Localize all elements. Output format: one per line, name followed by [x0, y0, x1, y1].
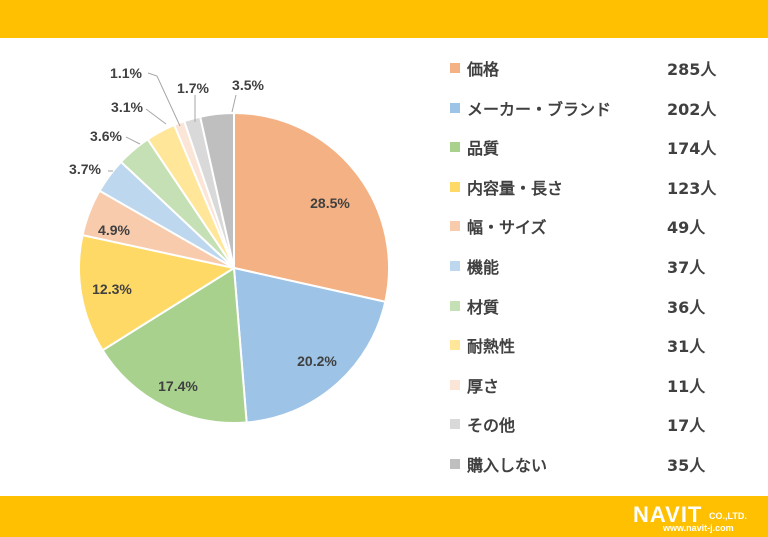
legend-item: メーカー・ブランド 202人 — [440, 91, 740, 131]
leader-line — [147, 72, 181, 127]
pie-slice — [233, 111, 390, 304]
legend-swatch — [450, 181, 460, 192]
leader-line — [145, 108, 167, 125]
legend-count: 174人 — [667, 139, 717, 159]
legend-swatch — [450, 221, 460, 232]
slice-percent-label: 12.3% — [92, 281, 132, 297]
legend-count: 36人 — [667, 297, 706, 317]
legend-count: 37人 — [667, 257, 706, 277]
legend-count: 285人 — [667, 60, 717, 79]
slice-percent-label: 4.9% — [98, 222, 130, 238]
logo-suffix: CO.,LTD. — [709, 511, 747, 521]
legend-item: 幅・サイズ 49人 — [440, 209, 740, 249]
legend-item: 材質 36人 — [440, 289, 740, 329]
bottom-accent-band — [0, 496, 768, 537]
legend-label: メーカー・ブランド — [467, 99, 612, 119]
legend-swatch — [450, 419, 460, 430]
legend-swatch — [450, 379, 460, 390]
pie-slice — [198, 111, 235, 269]
legend-item: 品質 174人 — [440, 130, 740, 170]
slice-percent-label: 1.1% — [110, 65, 142, 81]
chart-legend: 価格 285人メーカー・ブランド 202人品質 174人内容量・長さ 123人幅・サイズ… — [440, 51, 740, 487]
legend-item: 購入しない 35人 — [440, 447, 740, 487]
legend-swatch — [450, 300, 460, 311]
legend-swatch — [450, 102, 460, 113]
legend-item: 価格 285人 — [440, 51, 740, 91]
legend-item: 耐熱性 31人 — [440, 328, 740, 368]
legend-count: 31人 — [667, 337, 706, 357]
slice-percent-label: 1.7% — [177, 80, 209, 96]
legend-label: 幅・サイズ — [467, 218, 547, 238]
slice-percent-label: 3.6% — [90, 128, 122, 144]
legend-count: 17人 — [667, 416, 706, 436]
legend-count: 202人 — [667, 99, 717, 119]
legend-label: その他 — [467, 416, 516, 436]
legend-label: 価格 — [467, 60, 500, 79]
legend-item: その他 17人 — [440, 407, 740, 447]
slice-percent-label: 17.4% — [158, 378, 198, 394]
legend-swatch — [450, 260, 460, 271]
pie-slice — [232, 266, 387, 424]
leader-line — [125, 136, 141, 145]
leader-line — [231, 94, 237, 113]
legend-label: 品質 — [467, 139, 500, 159]
legend-count: 11人 — [667, 376, 706, 396]
pie-slice — [101, 266, 248, 424]
navit-logo: NAVIT CO.,LTD. www.navit-j.com — [633, 500, 763, 534]
logo-url: www.navit-j.com — [663, 523, 734, 533]
top-accent-band — [0, 0, 768, 38]
legend-label: 内容量・長さ — [467, 178, 564, 198]
legend-label: 機能 — [467, 257, 500, 277]
slice-percent-label: 20.2% — [297, 353, 337, 369]
pie-slice — [78, 233, 237, 352]
legend-swatch — [450, 340, 460, 351]
legend-swatch — [450, 63, 460, 73]
slice-percent-label: 28.5% — [310, 195, 350, 211]
legend-count: 123人 — [667, 178, 717, 198]
logo-name: NAVIT — [633, 502, 703, 527]
slice-percent-label: 3.7% — [69, 161, 101, 177]
slice-percent-label: 3.5% — [232, 77, 264, 93]
legend-count: 49人 — [667, 218, 706, 238]
legend-label: 厚さ — [467, 376, 500, 396]
slice-percent-label: 3.1% — [111, 99, 143, 115]
legend-swatch — [450, 142, 460, 153]
pie-chart: 28.5% 20.2% 17.4% 12.3% 4.9% 3.7% 3.6% 3.1% 1.1%… — [69, 65, 390, 424]
legend-label: 購入しない — [467, 455, 548, 475]
legend-swatch — [450, 458, 460, 469]
legend-item: 内容量・長さ 123人 — [440, 170, 740, 210]
legend-count: 35人 — [667, 455, 706, 475]
legend-label: 耐熱性 — [467, 337, 516, 357]
legend-item: 厚さ 11人 — [440, 368, 740, 408]
legend-item: 機能 37人 — [440, 249, 740, 289]
legend-label: 材質 — [467, 297, 500, 317]
